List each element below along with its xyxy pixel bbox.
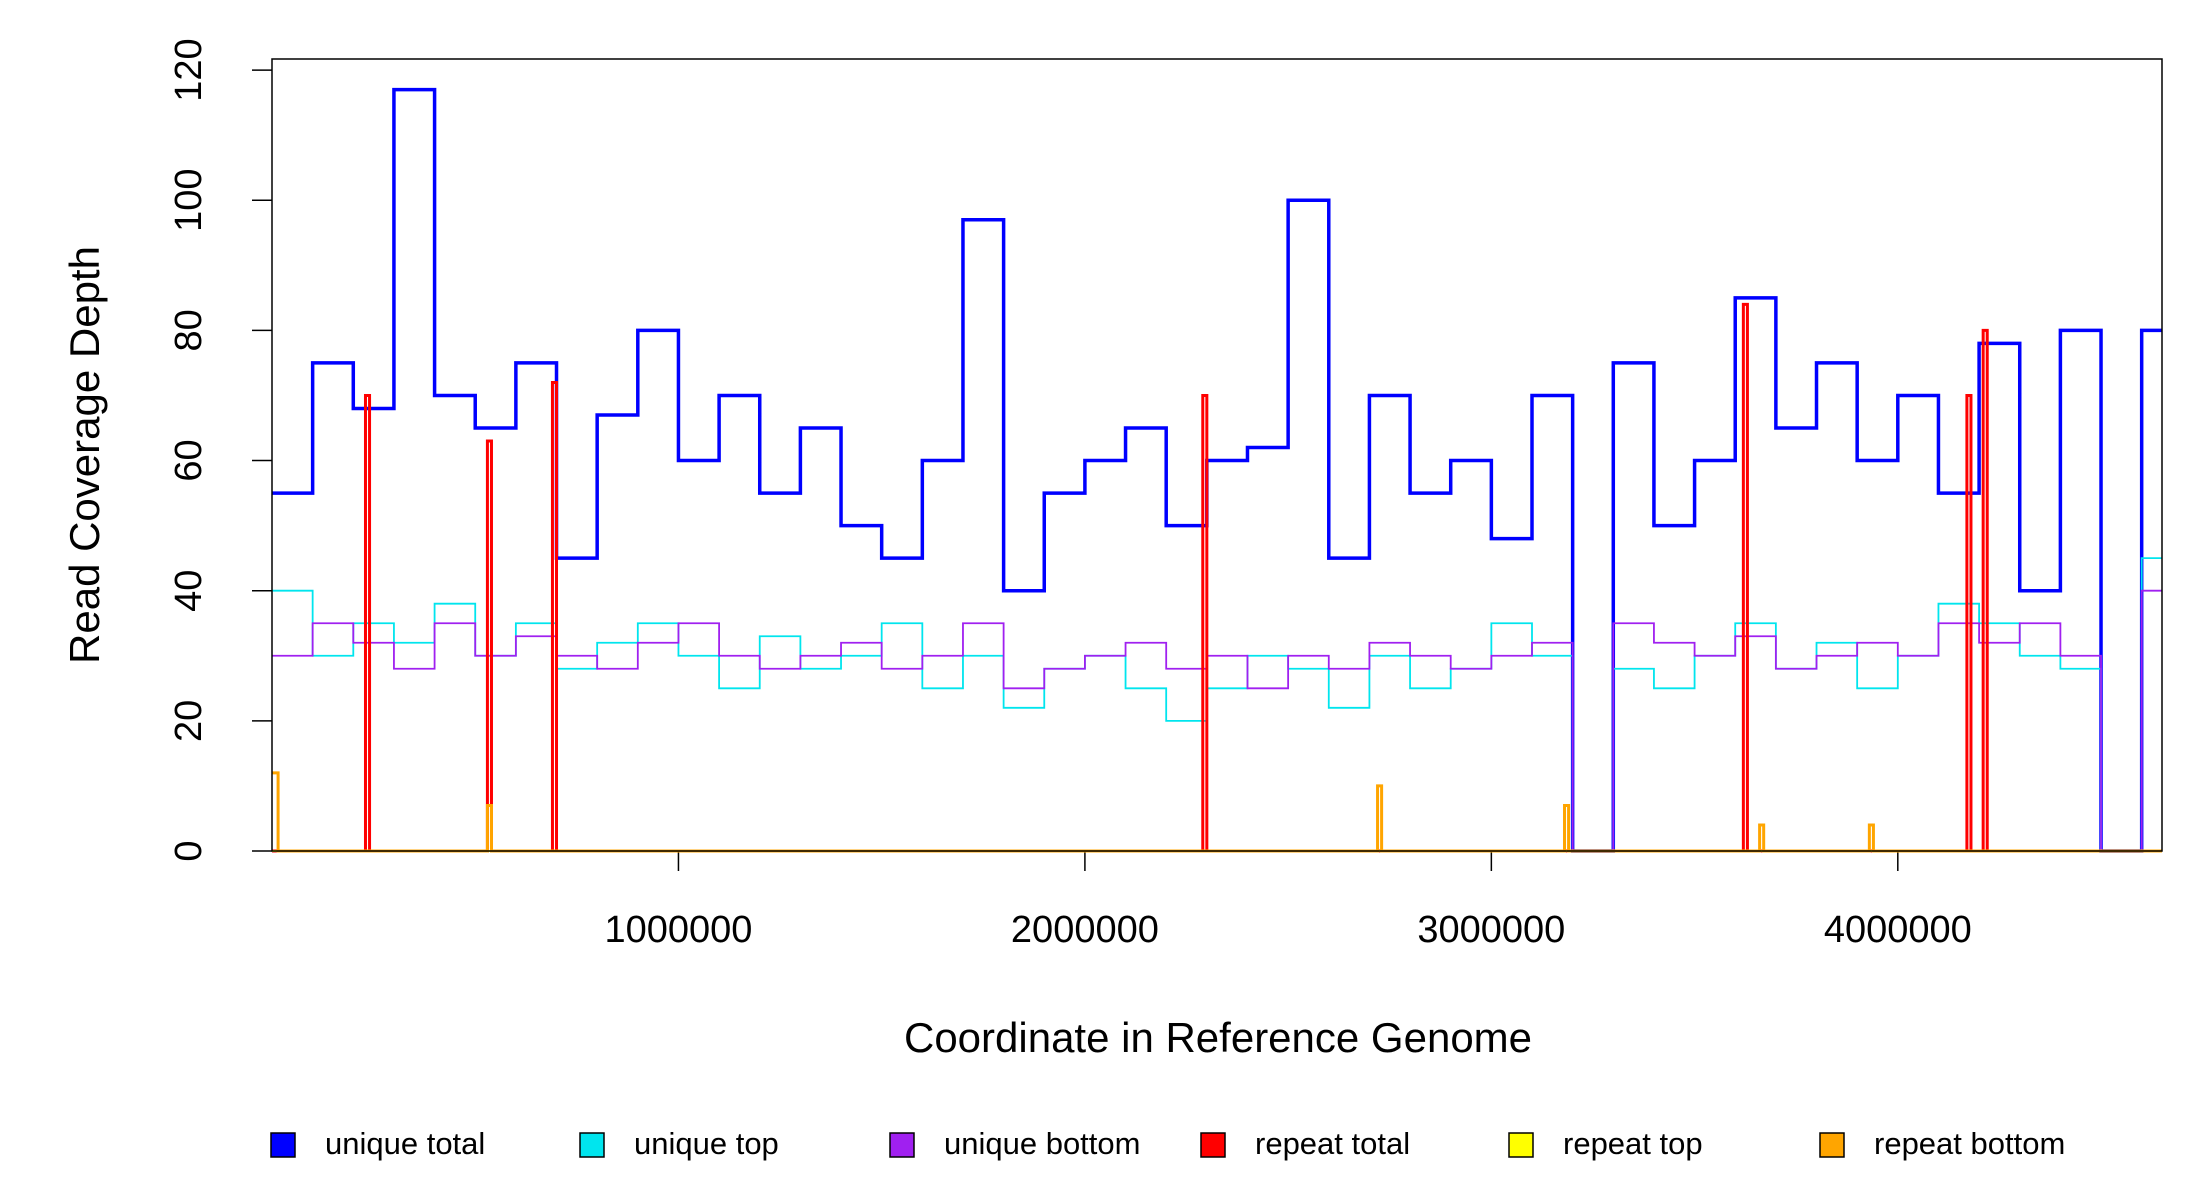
legend-label: unique bottom <box>944 1126 1140 1161</box>
legend-label: repeat top <box>1563 1126 1703 1161</box>
legend-swatch <box>1819 1132 1845 1158</box>
y-tick-label: 40 <box>168 570 210 612</box>
x-tick-label: 1000000 <box>604 909 752 951</box>
legend-swatch <box>889 1132 915 1158</box>
coverage-line <box>272 589 2162 852</box>
x-axis-label: Coordinate in Reference Genome <box>904 1014 1532 1061</box>
legend-swatch <box>1508 1132 1534 1158</box>
legend-swatch <box>270 1132 296 1158</box>
coverage-line <box>272 87 2162 853</box>
y-tick-label: 100 <box>168 169 210 232</box>
legend-label: unique top <box>634 1126 779 1161</box>
y-tick-label: 0 <box>168 840 210 861</box>
x-tick-label: 2000000 <box>1011 909 1159 951</box>
coverage-line <box>272 302 2162 853</box>
y-tick-label: 60 <box>168 439 210 481</box>
legend-swatch <box>1200 1132 1226 1158</box>
x-tick-label: 4000000 <box>1824 909 1972 951</box>
plot-frame <box>271 58 2163 852</box>
legend-swatch <box>579 1132 605 1158</box>
legend-label: repeat bottom <box>1874 1126 2065 1161</box>
y-axis-label: Read Coverage Depth <box>61 246 108 664</box>
x-tick-label: 3000000 <box>1417 909 1565 951</box>
coverage-line <box>272 771 2162 853</box>
legend-label: repeat total <box>1255 1126 1410 1161</box>
y-tick-label: 80 <box>168 309 210 351</box>
y-tick-label: 120 <box>168 38 210 101</box>
y-tick-label: 20 <box>168 700 210 742</box>
legend-label: unique total <box>325 1126 485 1161</box>
